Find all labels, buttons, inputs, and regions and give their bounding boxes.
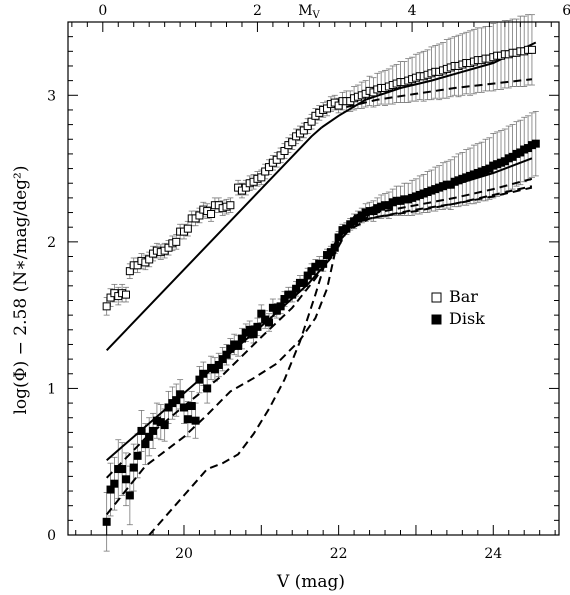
legend-label-disk: Disk [449, 309, 485, 328]
top-axis-label: MV [298, 3, 320, 21]
top-tick-label: 4 [408, 3, 417, 19]
legend: Bar Disk [431, 287, 485, 328]
y-tick-label: 1 [47, 381, 56, 397]
top-tick-label: 2 [253, 3, 262, 19]
dashed-model-line [105, 177, 533, 479]
disk-data-point [110, 479, 119, 488]
disk-data-point [121, 475, 130, 484]
x-tick-label: 22 [330, 546, 348, 562]
x-axis-label: V (mag) [276, 572, 345, 592]
disk-data-point [249, 330, 258, 339]
y-axis-label: log(Φ) − 2.58 (N∗/mag/deg²) [11, 166, 31, 415]
disk-data-point [149, 426, 158, 435]
disk-data-point [176, 390, 185, 399]
disk-data-point [299, 278, 308, 287]
disk-data-point [265, 318, 274, 327]
disk-data-point [125, 491, 134, 500]
points-disk [102, 139, 540, 526]
disk-data-point [183, 415, 192, 424]
dashed-model-line [148, 186, 533, 536]
disk-data-point [319, 259, 328, 268]
plot-frame [67, 21, 560, 536]
disk-data-point [137, 426, 146, 435]
top-tick-label: 0 [98, 3, 107, 19]
dashed-model-line [346, 78, 533, 108]
bar-data-point [172, 237, 181, 246]
x-tick-label: 20 [175, 546, 193, 562]
y-tick-label: 2 [47, 235, 56, 251]
legend-marker-disk [431, 314, 442, 325]
legend-label-bar: Bar [449, 287, 478, 306]
disk-data-point [118, 465, 127, 474]
disk-data-point [203, 384, 212, 393]
disk-data-point [191, 416, 200, 425]
solid-model-line [105, 126, 323, 351]
y-tick-label: 3 [47, 88, 56, 104]
y-tick-label: 0 [47, 528, 56, 544]
disk-data-point [531, 139, 540, 148]
solid-model-line [321, 41, 537, 129]
disk-data-point [199, 369, 208, 378]
disk-data-point [330, 243, 339, 252]
plot-content [102, 14, 540, 552]
disk-data-point [141, 440, 150, 449]
bar-data-point [207, 210, 216, 219]
disk-data-point [234, 341, 243, 350]
disk-data-point [276, 302, 285, 311]
disk-data-point [334, 233, 343, 242]
top-tick-label: 6 [562, 3, 570, 19]
bar-data-point [121, 290, 130, 299]
disk-data-point [102, 517, 111, 526]
x-tick-label: 24 [484, 546, 502, 562]
top-axis-label-subscript: V [312, 10, 321, 21]
legend-marker-bar [431, 292, 442, 303]
points-bar [102, 45, 536, 311]
bar-data-point [183, 224, 192, 233]
disk-data-point [133, 451, 142, 460]
disk-data-point [253, 322, 262, 331]
bar-data-point [102, 302, 111, 311]
bar-data-point [226, 201, 235, 210]
disk-data-point [187, 402, 196, 411]
disk-data-point [160, 421, 169, 430]
disk-data-point [179, 403, 188, 412]
dashed-model-line [105, 185, 533, 516]
disk-data-point [129, 463, 138, 472]
bar-data-point [527, 45, 536, 54]
